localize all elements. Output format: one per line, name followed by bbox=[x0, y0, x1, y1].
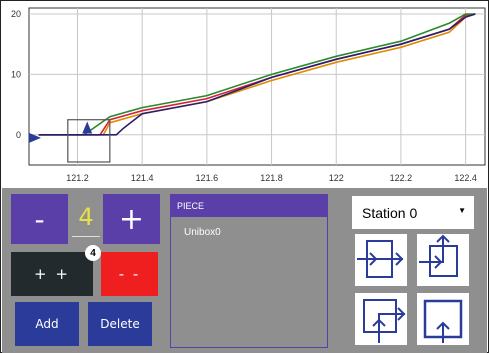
control-panel: - 4 + + + 4 - - Add Delete PIECE Unibox0… bbox=[2, 188, 487, 353]
x-tick-label: 122 bbox=[329, 173, 344, 183]
counter-underline bbox=[72, 236, 100, 237]
series-line bbox=[38, 13, 476, 136]
flow-right-up-icon bbox=[419, 234, 458, 277]
y-tick-label: 20 bbox=[11, 9, 21, 19]
x-tick-label: 122.2 bbox=[390, 173, 413, 183]
selection-box bbox=[67, 119, 111, 163]
remove-multiple-button[interactable]: - - bbox=[101, 252, 158, 296]
flow-right-up-option[interactable] bbox=[417, 234, 469, 286]
x-tick-label: 121.8 bbox=[260, 173, 283, 183]
x-tick-label: 121.6 bbox=[196, 173, 219, 183]
station-select-value: Station 0 bbox=[362, 205, 418, 221]
y-tick-label: 0 bbox=[16, 130, 21, 140]
x-tick-label: 121.4 bbox=[131, 173, 154, 183]
series-line bbox=[38, 13, 476, 136]
decrement-button[interactable]: - bbox=[11, 194, 68, 244]
series-line bbox=[38, 13, 476, 136]
add-multiple-button[interactable]: + + bbox=[11, 252, 93, 296]
y-tick-label: 10 bbox=[11, 69, 21, 79]
piece-panel: PIECE Unibox0 bbox=[170, 194, 328, 348]
delete-button[interactable]: Delete bbox=[88, 302, 152, 346]
count-badge: 4 bbox=[85, 245, 101, 261]
plot-area bbox=[28, 7, 486, 166]
chart-canvas: 121.2 121.4 121.6 121.8 122 122.2 122.4 0 10 20 bbox=[11, 7, 486, 183]
station-select[interactable]: Station 0 ▼ bbox=[352, 196, 474, 229]
counter-value: 4 bbox=[78, 203, 94, 231]
flow-up-option[interactable] bbox=[417, 293, 469, 345]
flow-up-right-option[interactable] bbox=[355, 293, 407, 345]
x-tick-label: 121.2 bbox=[66, 173, 89, 183]
piece-panel-header: PIECE bbox=[171, 195, 327, 217]
flow-up-icon bbox=[423, 299, 463, 343]
position-marker-icon bbox=[82, 121, 93, 134]
axis-pointer-icon bbox=[29, 132, 41, 143]
add-button[interactable]: Add bbox=[15, 302, 79, 346]
track-chart: 121.2 121.4 121.6 121.8 122 122.2 122.4 0 10 20 bbox=[2, 2, 487, 188]
x-tick-label: 122.4 bbox=[454, 173, 477, 183]
chevron-down-icon: ▼ bbox=[458, 206, 466, 215]
flow-through-right-icon bbox=[357, 240, 404, 278]
increment-button[interactable]: + bbox=[103, 194, 160, 244]
piece-list-item[interactable]: Unibox0 bbox=[184, 227, 221, 238]
flow-through-right-option[interactable] bbox=[355, 234, 407, 286]
flow-up-right-icon bbox=[363, 299, 406, 343]
